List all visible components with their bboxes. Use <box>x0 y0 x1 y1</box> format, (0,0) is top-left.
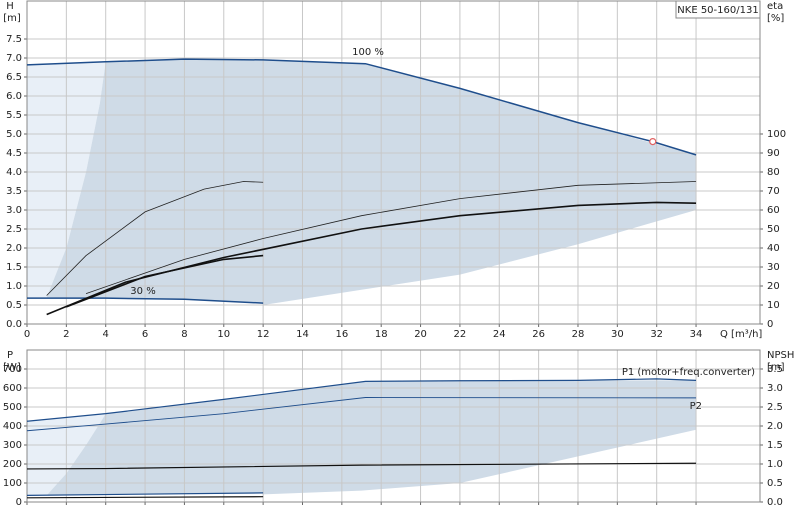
y-tick-label: 100 <box>3 478 22 489</box>
y2-tick-label: 100 <box>767 129 786 140</box>
y-tick-label: 7.0 <box>6 53 22 64</box>
y-tick-label: 1.0 <box>6 281 22 292</box>
curve-label: P2 <box>690 401 702 412</box>
x-tick-label: 0 <box>24 329 30 340</box>
y-axis-label: H <box>6 1 14 12</box>
y-tick-label: 600 <box>3 383 22 394</box>
y2-tick-label: 3.5 <box>767 364 783 375</box>
y2-axis-label: NPSH <box>767 350 794 361</box>
y2-tick-label: 80 <box>767 167 780 178</box>
x-tick-label: 8 <box>181 329 187 340</box>
x-tick-label: 28 <box>572 329 585 340</box>
y-tick-label: 0.5 <box>6 300 22 311</box>
y2-tick-label: 40 <box>767 243 780 254</box>
duty-point <box>649 138 657 146</box>
x-axis-label: Q [m³/h] <box>720 329 762 340</box>
y-axis-unit: [W] <box>3 362 21 373</box>
y-tick-label: 200 <box>3 459 22 470</box>
curve <box>26 397 697 432</box>
y-axis-label: P <box>7 350 13 361</box>
y2-tick-label: 70 <box>767 186 780 197</box>
x-tick-label: 4 <box>103 329 109 340</box>
x-tick-label: 34 <box>690 329 703 340</box>
y2-axis-unit: [m] <box>767 362 785 373</box>
x-tick-label: 18 <box>375 329 388 340</box>
curve <box>46 181 264 296</box>
y2-tick-label: 1.0 <box>767 459 783 470</box>
x-tick-label: 16 <box>335 329 348 340</box>
y2-axis-label: eta <box>767 1 783 12</box>
chart-title: NKE 50-160/131 <box>677 5 758 16</box>
y2-tick-label: 0.0 <box>767 497 783 508</box>
x-tick-label: 12 <box>257 329 270 340</box>
x-tick-label: 22 <box>454 329 467 340</box>
x-tick-label: 14 <box>296 329 309 340</box>
curve-label: 100 % <box>352 47 384 58</box>
y-tick-label: 300 <box>3 440 22 451</box>
title-box <box>675 0 761 19</box>
x-tick-label: 10 <box>217 329 230 340</box>
curve <box>26 462 697 470</box>
x-tick-label: 24 <box>493 329 506 340</box>
y2-tick-label: 2.5 <box>767 402 783 413</box>
y-tick-label: 500 <box>3 402 22 413</box>
y-tick-label: 1.5 <box>6 262 22 273</box>
y-axis-unit: [m] <box>3 13 21 24</box>
x-tick-label: 2 <box>63 329 69 340</box>
y2-tick-label: 2.0 <box>767 421 783 432</box>
curve <box>26 378 697 422</box>
x-tick-label: 30 <box>611 329 624 340</box>
operating-area <box>46 59 697 305</box>
y2-tick-label: 20 <box>767 281 780 292</box>
y-tick-label: 4.5 <box>6 148 22 159</box>
x-tick-label: 32 <box>650 329 663 340</box>
curve <box>85 181 697 294</box>
y-tick-label: 3.0 <box>6 205 22 216</box>
y-tick-label: 4.0 <box>6 167 22 178</box>
y-tick-label: 6.0 <box>6 91 22 102</box>
y2-tick-label: 3.0 <box>767 383 783 394</box>
curve <box>26 58 697 156</box>
x-tick-label: 6 <box>142 329 148 340</box>
y-tick-label: 7.5 <box>6 34 22 45</box>
curve <box>66 254 264 308</box>
y2-tick-label: 0.5 <box>767 478 783 489</box>
y2-tick-label: 30 <box>767 262 780 273</box>
curve <box>26 496 264 499</box>
y-tick-label: 5.0 <box>6 129 22 140</box>
curve <box>26 492 264 496</box>
y-tick-label: 3.5 <box>6 186 22 197</box>
y-tick-label: 0.0 <box>6 319 22 330</box>
y-tick-label: 5.5 <box>6 110 22 121</box>
x-tick-label: 26 <box>532 329 545 340</box>
y-tick-label: 0 <box>16 497 22 508</box>
plot-frame <box>26 349 761 503</box>
y2-tick-label: 90 <box>767 148 780 159</box>
y-tick-label: 700 <box>3 364 22 375</box>
y2-tick-label: 0 <box>767 319 773 330</box>
y2-tick-label: 10 <box>767 300 780 311</box>
y-tick-label: 400 <box>3 421 22 432</box>
plot-frame <box>26 0 761 325</box>
y2-axis-unit: [%] <box>767 13 784 24</box>
y-tick-label: 2.5 <box>6 224 22 235</box>
curve-label: P1 (motor+freq.converter) <box>622 367 755 378</box>
y-tick-label: 6.5 <box>6 72 22 83</box>
y2-tick-label: 60 <box>767 205 780 216</box>
curve-label: 30 % <box>130 286 155 297</box>
x-tick-label: 20 <box>414 329 427 340</box>
curve <box>27 297 264 304</box>
y2-tick-label: 1.5 <box>767 440 783 451</box>
y2-tick-label: 50 <box>767 224 780 235</box>
y-tick-label: 2.0 <box>6 243 22 254</box>
